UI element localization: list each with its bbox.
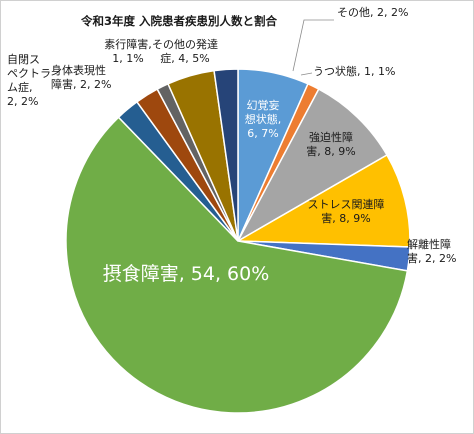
slice-label: 幻覚妄想状態, 6, 7% [245,98,282,140]
slice-label: 摂食障害, 54, 60% [103,263,270,285]
pie-slice [235,153,411,248]
slice-label: 強迫性障害, 8, 9% [306,130,355,158]
slice-label-line: 症, 4, 5% [160,51,209,65]
leader-line [292,19,334,72]
leader-lines [292,19,334,76]
pie-slice [65,116,409,414]
slice-label-line: 1, 1% [112,52,143,65]
slice-label: 解離性障害, 2, 2% [407,237,456,265]
slice-label-line: 身体表現性 [51,63,106,77]
slice-label-line: 害, 2, 2% [407,251,456,265]
slice-label-line: ム症, [7,80,33,94]
slice-label-line: 害, 8, 9% [306,144,355,158]
pie-slice [213,68,239,242]
slice-label: 自閉スペクトラム症, 2, 2% [7,53,51,108]
slice-label-line: 害, 8, 9% [321,211,370,225]
slice-label-line: 2, 2% [7,95,38,108]
slice-label: その他, 2, 2% [337,6,408,19]
pie-slice [236,88,388,243]
slice-label-line: 強迫性障 [309,130,353,144]
slice-label: 素行障害, 1, 1% [104,37,152,65]
slice-label-line: 想状態, [245,112,282,126]
slice-label: 身体表現性障害, 2, 2% [51,63,111,91]
slice-label-line: その他, 2, 2% [337,6,408,19]
labels-layer: 幻覚妄想状態, 6, 7%うつ状態, 1, 1%強迫性障害, 8, 9%ストレス関… [7,6,456,285]
slice-label-line: 障害, 2, 2% [51,77,111,91]
chart-title: 令和3年度 入院患者疾患別人数と割合 [80,14,278,28]
slices-layer [65,68,411,414]
slice-label-line: 摂食障害, 54, 60% [103,263,270,285]
slice-label-line: ストレス関連障 [308,197,385,211]
slice-label-line: その他の発達 [152,37,218,51]
slice-label: うつ状態, 1, 1% [313,64,395,78]
slice-label-line: うつ状態, 1, 1% [313,64,395,78]
leader-line [300,72,313,76]
slice-label: その他の発達症, 4, 5% [152,37,218,65]
slice-label-line: 6, 7% [247,127,278,140]
slice-label-line: 素行障害, [104,37,152,51]
slice-label-line: 幻覚妄 [247,98,280,112]
slice-label: ストレス関連障害, 8, 9% [308,197,385,225]
slice-label-line: ペクトラ [7,67,51,80]
slice-label-line: 自閉ス [7,53,40,66]
slice-label-line: 解離性障 [407,237,451,251]
